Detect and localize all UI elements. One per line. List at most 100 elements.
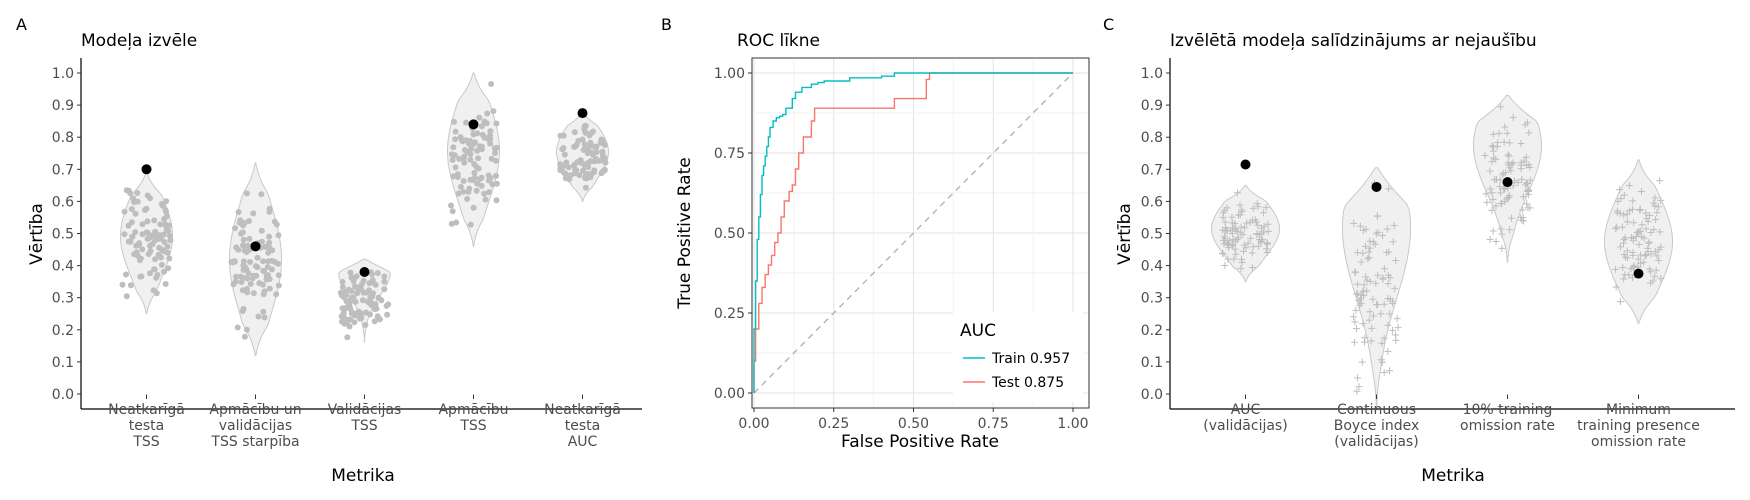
data-point bbox=[482, 196, 489, 203]
data-point bbox=[1488, 206, 1496, 214]
data-point bbox=[1392, 336, 1400, 344]
data-point bbox=[1384, 295, 1392, 303]
panel-c-tag: C bbox=[1103, 15, 1114, 34]
data-point bbox=[1240, 247, 1248, 255]
data-point bbox=[1366, 308, 1374, 316]
data-point bbox=[1380, 368, 1388, 376]
x-tick-label: Continuous bbox=[1337, 402, 1416, 418]
data-point bbox=[1653, 252, 1661, 260]
data-point bbox=[1230, 255, 1238, 263]
data-point bbox=[1655, 257, 1663, 265]
data-point bbox=[479, 131, 486, 138]
data-point bbox=[1623, 247, 1631, 255]
panel-a-y-ticks: 0.0 0.1 0.2 0.3 0.4 0.5 0.6 0.7 0.8 0.9 1.0 bbox=[52, 66, 81, 403]
data-point bbox=[1224, 241, 1232, 249]
data-point bbox=[159, 246, 166, 253]
data-point bbox=[1389, 238, 1397, 246]
data-point bbox=[1506, 192, 1514, 200]
data-point bbox=[1248, 249, 1256, 257]
data-point bbox=[1656, 177, 1664, 185]
data-point bbox=[374, 270, 381, 276]
data-point bbox=[493, 197, 500, 204]
data-point bbox=[582, 122, 589, 129]
y-tick-label: 1.0 bbox=[1141, 66, 1163, 82]
y-tick-label: 0.8 bbox=[1141, 130, 1163, 146]
panel-c-x-axis-title: Metrika bbox=[1421, 466, 1484, 486]
data-point bbox=[1234, 211, 1242, 219]
data-point bbox=[123, 293, 130, 300]
data-point bbox=[1358, 358, 1366, 366]
data-point bbox=[573, 167, 580, 174]
data-point bbox=[1506, 164, 1514, 172]
data-point bbox=[162, 208, 169, 215]
data-point bbox=[1635, 240, 1643, 248]
data-point bbox=[481, 190, 488, 197]
data-point bbox=[258, 227, 265, 234]
panel-b-x-axis-title: False Positive Rate bbox=[841, 432, 999, 452]
data-point bbox=[381, 286, 388, 293]
data-point bbox=[136, 257, 143, 264]
data-point bbox=[238, 230, 244, 237]
panel-b-curves bbox=[753, 72, 1074, 394]
data-point bbox=[488, 81, 495, 87]
data-point bbox=[1623, 254, 1631, 262]
panel-b-title: ROC līkne bbox=[737, 31, 820, 51]
data-point bbox=[596, 157, 603, 164]
data-point bbox=[1613, 223, 1621, 231]
data-point bbox=[263, 276, 270, 283]
data-point bbox=[151, 217, 158, 224]
data-point bbox=[1377, 310, 1385, 318]
data-point bbox=[1623, 210, 1631, 218]
data-point bbox=[494, 144, 500, 151]
data-point bbox=[1623, 218, 1631, 226]
selected-model-point bbox=[1240, 159, 1251, 170]
data-point bbox=[1238, 207, 1246, 215]
data-point bbox=[490, 108, 497, 115]
y-tick-label: 0.4 bbox=[52, 259, 74, 275]
data-point bbox=[250, 290, 257, 297]
data-point bbox=[1384, 347, 1392, 355]
data-point bbox=[138, 273, 145, 280]
data-point bbox=[1509, 159, 1517, 167]
data-point bbox=[164, 243, 171, 250]
x-tick-label: TSS bbox=[132, 434, 159, 450]
data-point bbox=[338, 313, 345, 320]
data-point bbox=[1652, 216, 1660, 224]
x-tick-label: AUC bbox=[568, 434, 598, 450]
y-tick-label: 0.9 bbox=[1141, 98, 1163, 114]
data-point bbox=[370, 290, 376, 297]
data-point bbox=[1488, 142, 1496, 150]
data-point bbox=[1380, 334, 1388, 342]
data-point bbox=[152, 228, 159, 235]
data-point bbox=[244, 289, 251, 296]
data-point bbox=[260, 258, 266, 265]
data-point bbox=[1654, 203, 1662, 211]
data-point bbox=[1620, 251, 1628, 259]
data-point bbox=[163, 198, 170, 205]
data-point bbox=[1357, 295, 1365, 303]
data-point bbox=[125, 222, 132, 229]
data-point bbox=[244, 275, 251, 282]
data-point bbox=[158, 261, 165, 268]
data-point bbox=[1232, 250, 1240, 258]
data-point bbox=[1489, 227, 1497, 235]
data-point bbox=[559, 146, 566, 153]
data-point bbox=[1359, 249, 1367, 257]
data-point bbox=[493, 120, 500, 127]
data-point bbox=[1642, 225, 1650, 233]
data-point bbox=[557, 161, 564, 168]
y-tick-label: 0.3 bbox=[52, 291, 74, 307]
data-point bbox=[1492, 238, 1500, 246]
data-point bbox=[487, 140, 494, 147]
data-point bbox=[1366, 237, 1374, 245]
data-point bbox=[1264, 227, 1272, 235]
data-point bbox=[1629, 197, 1637, 205]
data-point bbox=[467, 221, 474, 228]
x-tick-label: Validācijas bbox=[328, 402, 402, 418]
data-point bbox=[460, 188, 467, 195]
data-point bbox=[1365, 316, 1373, 324]
data-point bbox=[1506, 139, 1514, 147]
data-point bbox=[1365, 253, 1373, 261]
data-point bbox=[1385, 248, 1393, 256]
data-point bbox=[358, 312, 364, 319]
